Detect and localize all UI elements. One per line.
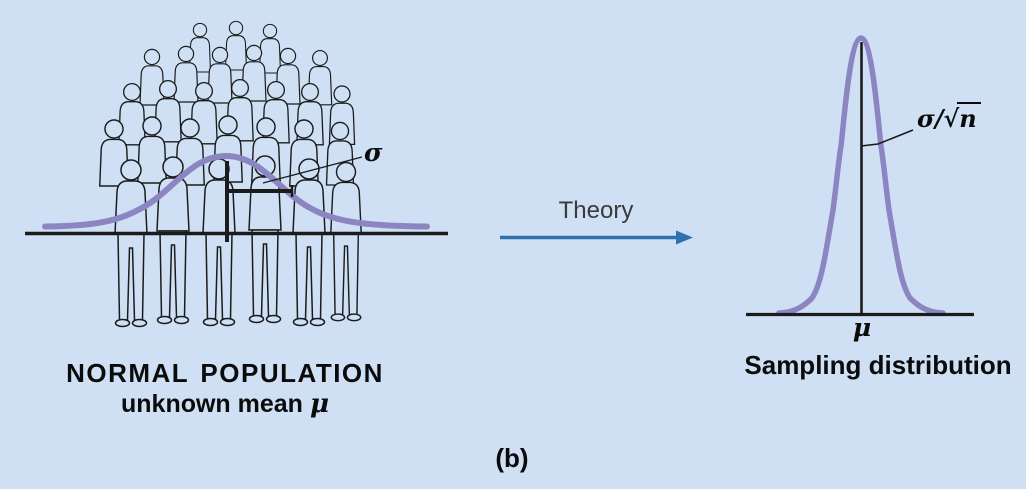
sigma-callout-label: σ	[364, 138, 383, 167]
sqrt-radicand: n	[957, 102, 981, 133]
sampling-distribution-label: Sampling distribution	[744, 350, 1012, 380]
radical-sign: √	[943, 104, 959, 133]
crowd-illustration	[99, 20, 362, 328]
population-title-label: NORMAL POPULATION	[66, 358, 384, 388]
population-callout-line	[262, 156, 363, 184]
sampling-curve	[776, 35, 946, 316]
population-caption-text: unknown mean	[121, 390, 303, 418]
figure-b-label: (b)	[495, 443, 529, 473]
theory-arrowhead	[676, 230, 693, 245]
population-caption-label: unknown mean μ	[25, 389, 425, 419]
sd-callout-prefix: σ/	[917, 104, 944, 133]
mu-symbol: μ	[309, 389, 329, 419]
mu-axis-label: μ	[852, 313, 872, 342]
theory-arrow	[500, 230, 693, 245]
population-curve	[42, 152, 430, 230]
sd-callout-label: σ/√n	[917, 102, 981, 133]
sampling-callout-line	[860, 129, 914, 147]
theory-label: Theory	[558, 197, 634, 224]
